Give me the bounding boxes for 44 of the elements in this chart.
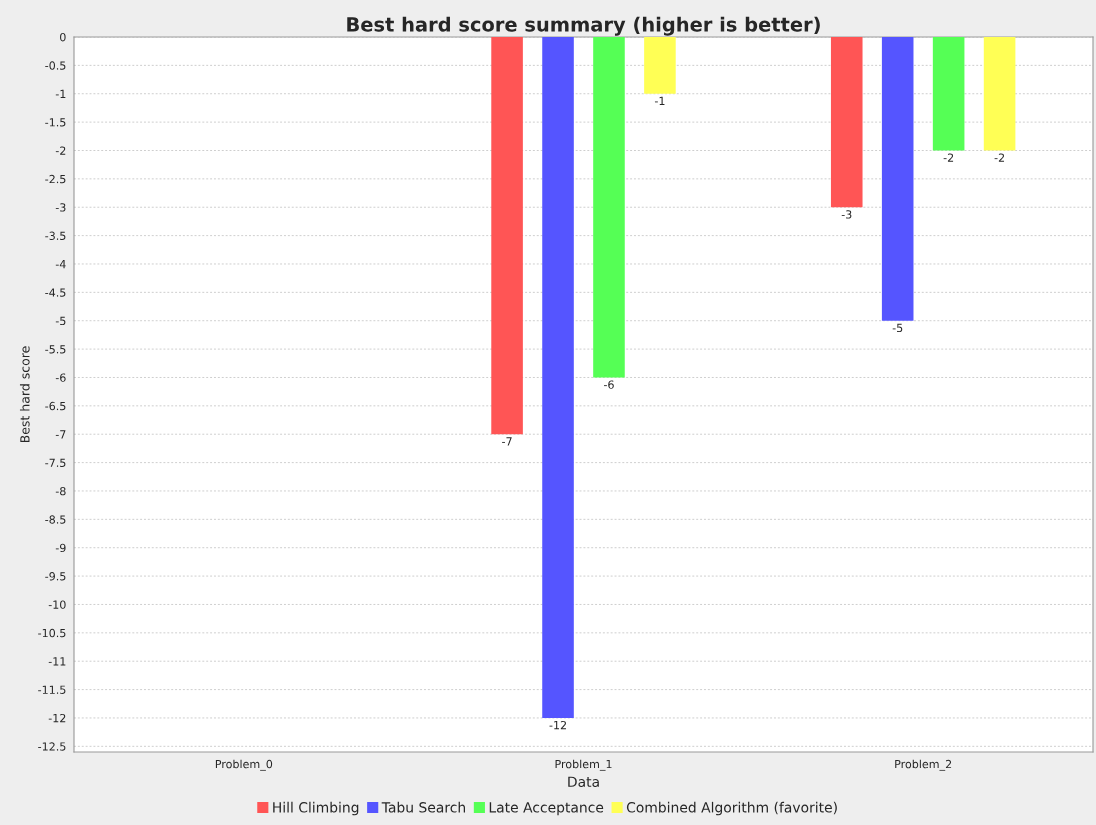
y-tick-label: -10 [48,600,66,609]
data-label: -2 [943,153,954,162]
y-tick-label: -8.5 [45,515,66,524]
legend-label: Tabu Search [381,801,465,813]
x-tick-label: Problem_1 [555,759,612,771]
y-tick-label: -2.5 [45,174,66,184]
y-tick-label: -4 [55,260,66,269]
y-tick-label: -10.5 [38,628,66,638]
data-label: -6 [603,380,614,389]
y-axis-title: Best hard score [19,346,30,443]
y-tick-label: -5 [55,316,66,326]
data-label: -5 [892,323,903,333]
y-tick-label: 0 [60,32,66,42]
y-tick-label: -6 [55,373,66,382]
chart-title: Best hard score summary (higher is better) [347,16,820,36]
x-tick-label: Problem_0 [215,759,273,771]
y-tick-label: -8 [55,486,66,496]
data-label: -2 [994,153,1005,162]
y-tick-label: -9.5 [45,572,66,581]
data-label: -7 [502,437,512,446]
y-tick-label: -7.5 [45,458,66,467]
y-tick-label: -12.5 [38,742,66,751]
legend-label: Late Acceptance [489,802,604,816]
y-tick-label: -7 [55,430,66,439]
y-tick-label: -1 [55,89,66,98]
y-tick-label: -1.5 [45,118,66,127]
y-tick-label: -12 [48,713,66,723]
x-axis-title: Data [568,776,599,788]
y-tick-label: -4.5 [45,288,66,297]
x-tick-label: Problem_2 [895,759,952,771]
y-tick-label: -6.5 [45,401,66,411]
y-tick-label: -11 [48,657,66,666]
data-label: -12 [549,720,566,730]
legend-label: Combined Algorithm (favorite) [626,801,837,816]
y-tick-label: -9 [55,543,66,553]
y-tick-label: -11.5 [38,685,66,694]
y-tick-label: -2 [55,146,66,155]
y-tick-label: -5.5 [45,345,66,354]
data-label: -1 [654,96,665,105]
legend-label: Hill Climbing [273,801,359,816]
y-tick-label: -0.5 [45,61,66,70]
y-tick-label: -3 [55,203,66,212]
y-tick-label: -3.5 [45,231,66,240]
data-label: -3 [841,210,852,219]
